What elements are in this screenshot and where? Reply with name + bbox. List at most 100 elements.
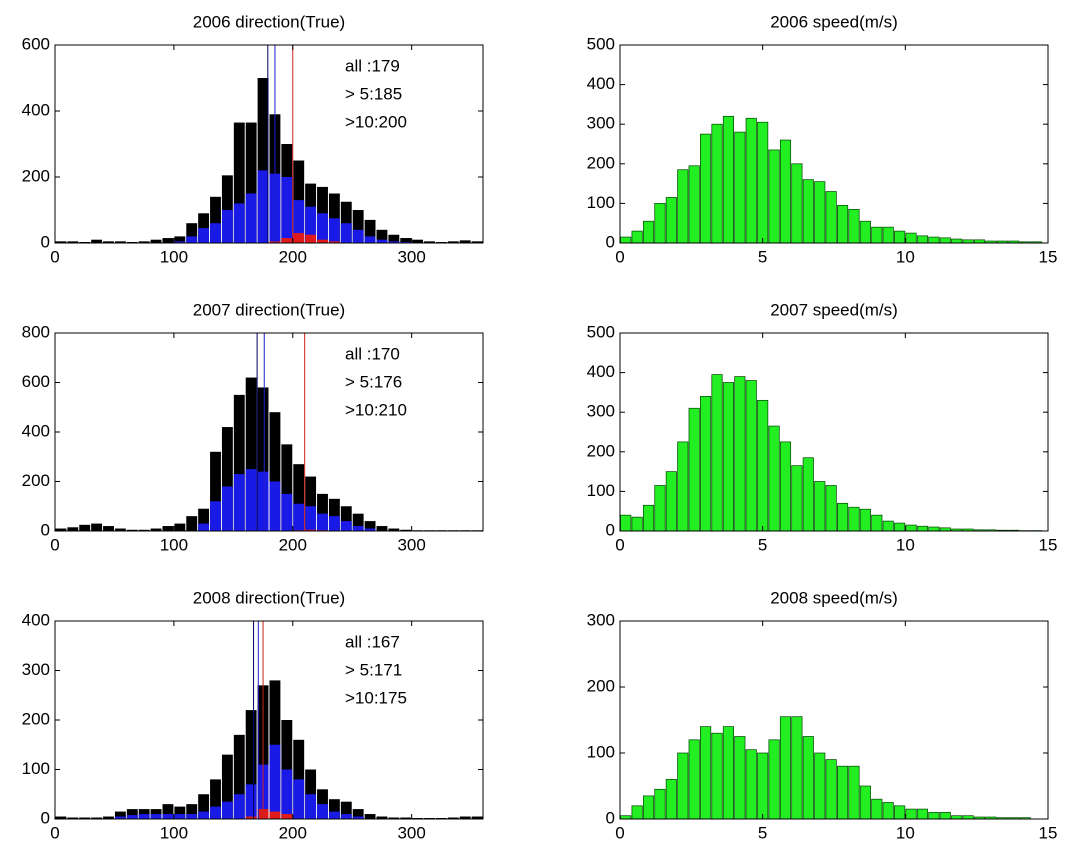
x-tick-label: 15 bbox=[1039, 535, 1058, 554]
y-tick-label: 500 bbox=[587, 322, 615, 341]
x-tick-label: 200 bbox=[279, 247, 307, 266]
histogram-bar bbox=[655, 203, 665, 243]
histogram-bar bbox=[894, 231, 904, 243]
histogram-bar bbox=[860, 509, 870, 531]
plot-frame bbox=[55, 45, 483, 243]
y-tick-label: 300 bbox=[587, 402, 615, 421]
histogram-bar bbox=[792, 717, 802, 819]
x-tick-label: 300 bbox=[397, 823, 425, 842]
histogram-bar bbox=[655, 485, 665, 531]
histogram-bar bbox=[632, 517, 642, 531]
histogram-bar bbox=[186, 516, 197, 531]
histogram-bar bbox=[803, 737, 813, 820]
y-tick-label: 0 bbox=[41, 520, 50, 539]
histogram-bar bbox=[210, 223, 221, 243]
histogram-bar bbox=[746, 750, 756, 819]
histogram-bar bbox=[757, 400, 767, 531]
histogram-bar bbox=[198, 524, 209, 531]
histogram-bar bbox=[127, 815, 138, 819]
histogram-bar bbox=[883, 227, 893, 243]
histogram-bar bbox=[210, 501, 221, 531]
histogram-bar bbox=[79, 525, 90, 531]
histogram-bar bbox=[894, 523, 904, 531]
histogram-bar bbox=[837, 503, 847, 531]
histogram-bar bbox=[689, 408, 699, 531]
mean-label: all :167 bbox=[345, 632, 400, 651]
mean-label: all :170 bbox=[345, 344, 400, 363]
x-tick-label: 5 bbox=[758, 247, 767, 266]
y-tick-label: 200 bbox=[587, 441, 615, 460]
y-tick-label: 300 bbox=[22, 660, 50, 679]
histogram-bar bbox=[746, 381, 756, 531]
histogram-bar bbox=[712, 375, 722, 531]
mean-label: > 5:185 bbox=[345, 84, 402, 103]
x-tick-label: 300 bbox=[397, 535, 425, 554]
histogram-bar bbox=[803, 180, 813, 243]
histogram-bar bbox=[655, 789, 665, 819]
histogram-bar bbox=[837, 766, 847, 819]
histogram-bar bbox=[270, 745, 281, 819]
y-tick-label: 100 bbox=[587, 193, 615, 212]
histogram-bar bbox=[621, 237, 631, 243]
x-tick-label: 0 bbox=[50, 247, 59, 266]
histogram-bar bbox=[186, 814, 197, 819]
mean-label: >10:200 bbox=[345, 112, 407, 131]
y-tick-label: 600 bbox=[22, 372, 50, 391]
histogram-bar bbox=[803, 458, 813, 531]
histogram-bar bbox=[917, 809, 927, 819]
histogram-bar bbox=[917, 236, 927, 243]
histogram-bar bbox=[883, 521, 893, 531]
y-tick-label: 300 bbox=[587, 610, 615, 629]
histogram-bar bbox=[826, 760, 836, 819]
x-tick-label: 15 bbox=[1039, 247, 1058, 266]
histogram-bar bbox=[305, 235, 316, 243]
histogram-bar bbox=[329, 218, 340, 243]
histogram-bar bbox=[826, 192, 836, 243]
histogram-bar bbox=[849, 766, 859, 819]
histogram-bar bbox=[917, 526, 927, 531]
histogram-bar bbox=[234, 794, 245, 819]
y-tick-label: 200 bbox=[587, 676, 615, 695]
histogram-bar bbox=[210, 807, 221, 819]
histogram-bar bbox=[365, 236, 376, 243]
histogram-bar bbox=[317, 213, 328, 243]
histogram-bar bbox=[872, 515, 882, 531]
histogram-bar bbox=[826, 485, 836, 531]
histogram-bar bbox=[281, 770, 292, 820]
mean-label: > 5:176 bbox=[345, 372, 402, 391]
histogram-bar bbox=[293, 233, 304, 243]
chart-title: 2007 speed(m/s) bbox=[770, 300, 898, 319]
histogram-bar bbox=[222, 486, 233, 531]
y-tick-label: 100 bbox=[587, 481, 615, 500]
histogram-bar bbox=[906, 233, 916, 243]
histogram-bar bbox=[894, 806, 904, 819]
mean-label: > 5:171 bbox=[345, 660, 402, 679]
histogram-bar bbox=[872, 799, 882, 819]
histogram-bar bbox=[222, 802, 233, 819]
histogram-bar bbox=[837, 205, 847, 243]
histogram-bar bbox=[270, 482, 281, 532]
histogram-bar bbox=[689, 166, 699, 243]
chart-title: 2008 direction(True) bbox=[193, 588, 345, 607]
histogram-bar bbox=[860, 786, 870, 819]
y-tick-label: 400 bbox=[22, 100, 50, 119]
x-tick-label: 15 bbox=[1039, 823, 1058, 842]
histogram-bar bbox=[951, 239, 961, 243]
histogram-bar bbox=[317, 804, 328, 819]
histogram-bar bbox=[700, 727, 710, 819]
histogram-bar bbox=[234, 474, 245, 531]
y-tick-label: 500 bbox=[587, 34, 615, 53]
histogram-bar bbox=[139, 814, 150, 819]
histogram-bar bbox=[780, 717, 790, 819]
y-tick-label: 800 bbox=[22, 322, 50, 341]
histogram-bar bbox=[872, 227, 882, 243]
histogram-bar bbox=[712, 124, 722, 243]
histogram-bar bbox=[621, 515, 631, 531]
histogram-bar bbox=[712, 733, 722, 819]
histogram-bar bbox=[757, 122, 767, 243]
histogram-bar bbox=[735, 737, 745, 820]
x-tick-label: 10 bbox=[896, 247, 915, 266]
histogram-bar bbox=[353, 526, 364, 531]
histogram-bar bbox=[815, 482, 825, 532]
histogram-bar bbox=[940, 812, 950, 819]
